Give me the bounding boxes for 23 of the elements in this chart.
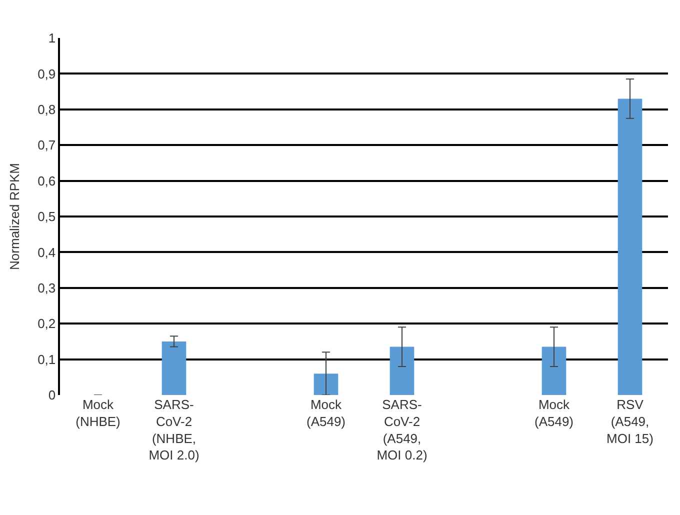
y-tick-label: 0,6 (38, 173, 56, 188)
bar (390, 346, 414, 395)
x-tick-label: SARS- CoV-2 (A549, MOI 0.2) (376, 397, 428, 463)
y-tick-label: 0 (48, 388, 56, 403)
y-tick-label: 0,2 (38, 316, 56, 332)
y-tick-label: 0,3 (38, 280, 56, 296)
y-tick-label: 0,8 (38, 102, 56, 117)
x-tick-label: Mock (A549) (306, 397, 346, 429)
bar (314, 374, 338, 395)
x-tick-label: Mock (NHBE) (76, 397, 120, 429)
bar (162, 341, 186, 395)
x-tick-label: Mock (A549) (534, 397, 574, 429)
bar (542, 346, 566, 395)
y-tick-label: 0,9 (38, 66, 56, 82)
y-axis-title: Normalized RPKM (7, 163, 22, 270)
bar (618, 98, 642, 395)
y-tick-label: 0,5 (38, 209, 56, 224)
y-tick-label: 1 (48, 30, 56, 46)
y-tick-label: 0,1 (38, 352, 56, 367)
x-tick-label: SARS- CoV-2 (NHBE, MOI 2.0) (148, 397, 200, 463)
y-tick-label: 0,4 (38, 244, 56, 260)
x-tick-label: RSV (A549, MOI 15) (606, 397, 654, 446)
y-tick-label: 0,7 (38, 138, 56, 153)
